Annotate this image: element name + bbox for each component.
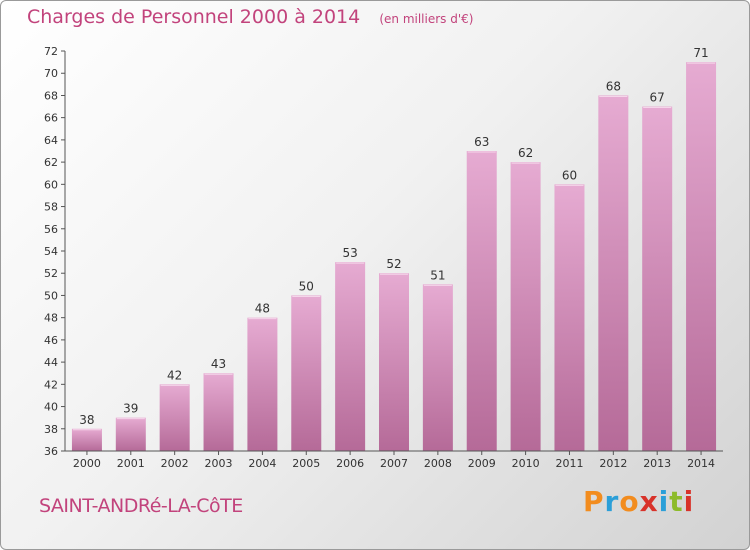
y-tick-label: 52 xyxy=(44,267,58,280)
y-tick-label: 62 xyxy=(44,156,58,169)
data-label: 42 xyxy=(167,368,182,382)
x-tick-label: 2005 xyxy=(292,457,320,470)
bar-2012 xyxy=(598,95,629,451)
y-tick-label: 68 xyxy=(44,89,58,102)
data-label: 50 xyxy=(299,279,314,293)
x-tick-label: 2000 xyxy=(73,457,101,470)
chart-title: Charges de Personnel 2000 à 2014 xyxy=(27,6,361,28)
data-label: 38 xyxy=(79,413,94,427)
bar-2013 xyxy=(642,106,673,452)
proxiti-logo[interactable]: Proxiti xyxy=(583,485,694,518)
x-tick-label: 2011 xyxy=(555,457,583,470)
bar-2009 xyxy=(466,151,497,451)
data-label: 62 xyxy=(518,146,533,160)
data-label: 67 xyxy=(650,91,665,105)
y-tick-label: 42 xyxy=(44,378,58,391)
bar-2000 xyxy=(71,428,102,451)
x-tick-label: 2010 xyxy=(512,457,540,470)
bar-2004 xyxy=(247,317,278,451)
bar-2010 xyxy=(510,162,541,451)
y-tick-label: 56 xyxy=(44,223,58,236)
x-tick-label: 2002 xyxy=(161,457,189,470)
x-tick-label: 2013 xyxy=(643,457,671,470)
bar-2001 xyxy=(115,417,146,451)
bar-2011 xyxy=(554,184,585,452)
data-label: 39 xyxy=(123,402,138,416)
data-label: 52 xyxy=(386,257,401,271)
data-label: 63 xyxy=(474,135,489,149)
x-tick-label: 2008 xyxy=(424,457,452,470)
x-tick-label: 2004 xyxy=(248,457,276,470)
commune-name: SAINT-ANDRé-LA-CôTE xyxy=(39,495,243,517)
x-tick-label: 2003 xyxy=(205,457,233,470)
y-tick-label: 66 xyxy=(44,112,58,125)
logo-letter: i xyxy=(658,485,670,518)
bar-2003 xyxy=(203,373,234,451)
bar-2005 xyxy=(291,295,322,451)
x-tick-label: 2014 xyxy=(687,457,715,470)
x-axis: 2000 2001 2002 2003 2004 2005 2006 2007 2008 2009… xyxy=(65,450,723,470)
bar-2006 xyxy=(335,262,366,451)
logo-letter: x xyxy=(639,485,659,518)
logo-letter: o xyxy=(619,485,640,518)
y-tick-label: 58 xyxy=(44,201,58,214)
bar-2008 xyxy=(422,284,453,451)
logo-letter: P xyxy=(583,485,605,518)
data-label: 71 xyxy=(693,46,708,60)
chart-subtitle: (en milliers d'€) xyxy=(379,12,474,26)
title-row: Charges de Personnel 2000 à 2014 (en mil… xyxy=(27,6,473,28)
data-label: 60 xyxy=(562,168,577,182)
x-tick-label: 2009 xyxy=(468,457,496,470)
y-tick-label: 36 xyxy=(44,445,58,458)
bar-2007 xyxy=(379,273,409,451)
y-axis: 36 38 40 42 44 46 48 50 52 54 56 58 60 62 64 66 68 70 72 xyxy=(44,45,66,458)
y-tick-label: 46 xyxy=(44,334,58,347)
data-label: 43 xyxy=(211,357,226,371)
data-label: 68 xyxy=(606,79,621,93)
y-tick-label: 64 xyxy=(44,134,58,147)
y-tick-label: 40 xyxy=(44,401,58,414)
bar-2002 xyxy=(159,384,190,451)
bar-2014 xyxy=(686,62,717,451)
y-tick-label: 50 xyxy=(44,289,58,302)
y-tick-label: 54 xyxy=(44,245,58,258)
y-tick-label: 72 xyxy=(44,45,58,58)
x-tick-label: 2012 xyxy=(599,457,627,470)
logo-letter: i xyxy=(683,485,695,518)
y-tick-label: 60 xyxy=(44,178,58,191)
logo-letter: t xyxy=(669,485,684,518)
y-tick-label: 44 xyxy=(44,356,58,369)
y-tick-label: 38 xyxy=(44,423,58,436)
data-label: 53 xyxy=(342,246,357,260)
data-label: 51 xyxy=(430,268,445,282)
bars: 38 39 42 43 48 50 53 52 51 63 62 60 68 67 71 xyxy=(71,46,717,452)
x-tick-label: 2006 xyxy=(336,457,364,470)
x-tick-label: 2001 xyxy=(117,457,145,470)
y-tick-label: 70 xyxy=(44,67,58,80)
y-tick-label: 48 xyxy=(44,312,58,325)
data-label: 48 xyxy=(255,302,270,316)
x-tick-label: 2007 xyxy=(380,457,408,470)
logo-letter: r xyxy=(604,485,620,518)
